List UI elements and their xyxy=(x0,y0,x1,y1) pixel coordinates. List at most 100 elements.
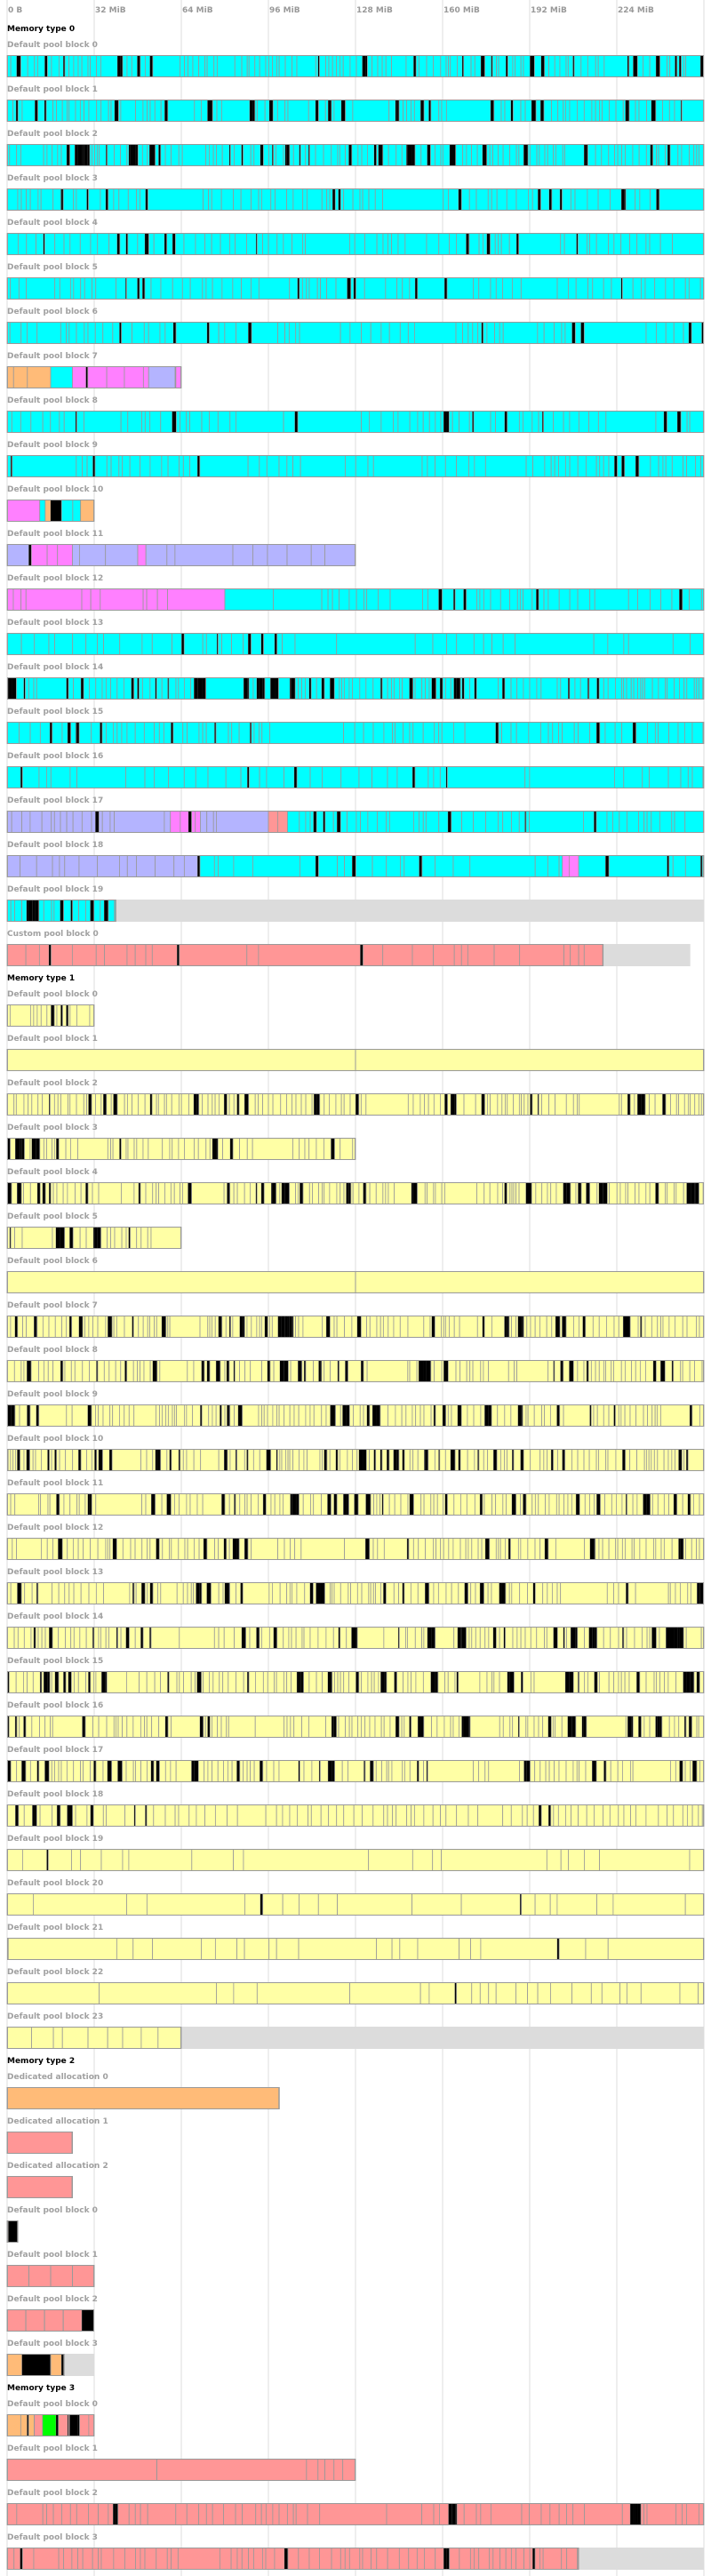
allocation xyxy=(438,811,449,833)
allocation xyxy=(587,1360,592,1382)
allocation xyxy=(20,144,44,166)
allocation xyxy=(120,1138,127,1160)
unused-gap xyxy=(636,1671,640,1693)
allocation xyxy=(435,144,442,166)
allocation xyxy=(100,1627,107,1649)
allocation xyxy=(51,944,73,966)
allocation xyxy=(208,1404,213,1427)
allocation xyxy=(69,277,75,300)
allocation xyxy=(274,1493,281,1516)
block-outline xyxy=(7,1627,704,1649)
unused-gap xyxy=(276,1449,278,1471)
allocation xyxy=(212,277,223,300)
unused-gap xyxy=(109,1449,113,1471)
allocation xyxy=(120,1360,126,1382)
allocation xyxy=(618,1316,624,1338)
allocation xyxy=(137,233,146,255)
block-outline xyxy=(7,1049,704,1071)
block-label: Default pool block 0 xyxy=(7,2400,98,2409)
allocation xyxy=(61,2027,89,2049)
unused-gap xyxy=(424,1449,426,1471)
allocation xyxy=(114,144,122,166)
allocation xyxy=(479,1671,488,1693)
unused-gap xyxy=(330,677,335,700)
allocation xyxy=(146,1449,154,1471)
unused-gap xyxy=(448,2503,452,2525)
allocation xyxy=(555,1493,560,1516)
allocation xyxy=(686,1316,697,1338)
allocation xyxy=(589,1493,595,1516)
allocation xyxy=(112,1138,121,1160)
allocation xyxy=(39,1804,53,1827)
allocation xyxy=(42,1316,50,1338)
allocation xyxy=(175,322,208,344)
allocation xyxy=(171,2548,179,2570)
unused-gap xyxy=(85,1182,89,1204)
unused-gap xyxy=(67,1804,70,1827)
allocation xyxy=(470,1582,476,1604)
allocation xyxy=(265,2503,274,2525)
unused-gap xyxy=(196,1671,202,1693)
allocation xyxy=(628,100,636,122)
unused-gap xyxy=(273,1627,277,1649)
allocation xyxy=(497,1404,506,1427)
allocation xyxy=(423,100,430,122)
allocation xyxy=(694,1360,703,1382)
allocation xyxy=(65,1671,69,1693)
allocation xyxy=(199,855,215,877)
allocation xyxy=(41,1671,44,1693)
allocation xyxy=(28,1093,33,1116)
allocation xyxy=(428,677,433,700)
allocation xyxy=(463,677,470,700)
allocation xyxy=(366,55,373,77)
unused-gap xyxy=(15,1716,17,1738)
allocation xyxy=(124,1093,128,1116)
allocation xyxy=(422,411,430,433)
unused-gap xyxy=(533,1582,536,1604)
allocation xyxy=(109,1538,114,1560)
allocation xyxy=(419,1093,425,1116)
allocation xyxy=(229,1582,236,1604)
unused-gap xyxy=(55,1227,60,1249)
allocation xyxy=(133,1404,156,1427)
unused-gap xyxy=(517,1316,523,1338)
allocation xyxy=(504,100,512,122)
allocation xyxy=(65,1627,72,1649)
unused-gap xyxy=(587,1360,589,1382)
allocation xyxy=(116,1938,134,1960)
allocation xyxy=(530,1671,535,1693)
allocation xyxy=(232,1316,241,1338)
allocation xyxy=(580,1182,587,1204)
allocation xyxy=(10,1316,16,1338)
allocation xyxy=(329,1316,335,1338)
unused-gap xyxy=(220,1404,222,1427)
allocation xyxy=(265,55,269,77)
allocation xyxy=(515,1316,519,1338)
allocation xyxy=(540,677,558,700)
allocation xyxy=(233,1093,238,1116)
allocation xyxy=(643,55,651,77)
allocation xyxy=(433,1093,441,1116)
allocation xyxy=(170,811,181,833)
allocation xyxy=(415,1404,421,1427)
unused-gap xyxy=(425,1449,428,1471)
unused-gap xyxy=(56,1138,60,1160)
allocation xyxy=(145,944,153,966)
allocation xyxy=(537,1982,551,2004)
allocation xyxy=(229,411,236,433)
unused-gap xyxy=(662,1093,667,1116)
unused-gap xyxy=(70,900,73,922)
unused-gap xyxy=(560,1360,563,1382)
allocation xyxy=(668,1716,675,1738)
allocation xyxy=(690,1582,698,1604)
allocation xyxy=(19,1404,28,1427)
allocation xyxy=(547,1360,555,1382)
unused-gap xyxy=(36,1404,39,1427)
allocation xyxy=(116,277,126,300)
allocation xyxy=(352,677,361,700)
allocation xyxy=(259,455,268,477)
allocation xyxy=(6,1271,356,1293)
allocation xyxy=(295,322,300,344)
allocation xyxy=(382,1316,389,1338)
unused-gap xyxy=(411,1182,413,1204)
